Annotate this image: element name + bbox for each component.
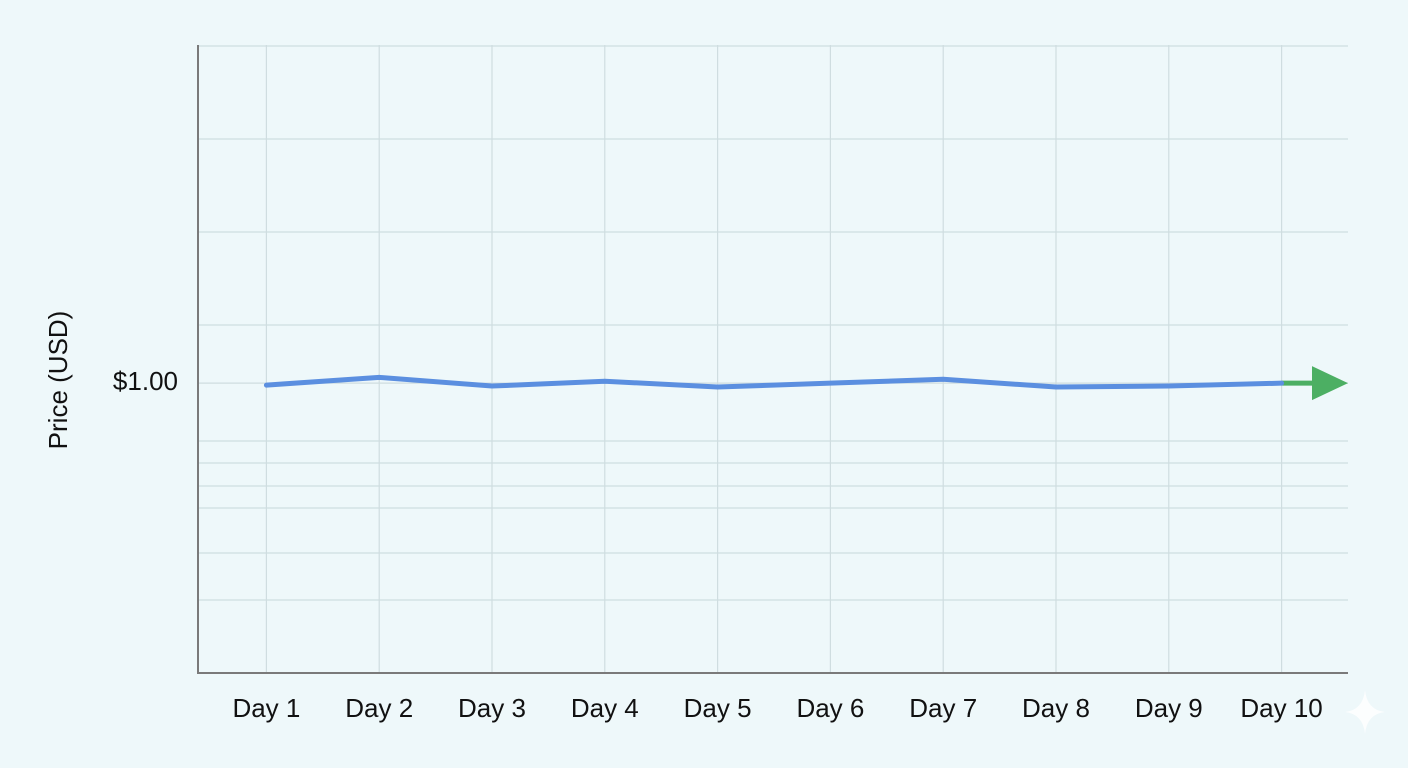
x-tick-label: Day 1 [232, 693, 300, 723]
price-line [263, 374, 1285, 390]
x-tick-label: Day 6 [796, 693, 864, 723]
x-tick-label: Day 8 [1022, 693, 1090, 723]
y-axis-title: Price (USD) [43, 311, 73, 450]
decorative-grid [198, 45, 1348, 601]
x-tick-label: Day 9 [1135, 693, 1203, 723]
x-tick-label: Day 7 [909, 693, 977, 723]
trend-arrow-head [1312, 366, 1348, 401]
x-tick-label: Day 2 [345, 693, 413, 723]
y-tick-label: $1.00 [113, 366, 178, 396]
x-tick-label: Day 10 [1240, 693, 1322, 723]
x-tick-label: Day 5 [684, 693, 752, 723]
x-tick-label: Day 4 [571, 693, 639, 723]
x-tick-label: Day 3 [458, 693, 526, 723]
sparkle-icon [1345, 690, 1385, 734]
